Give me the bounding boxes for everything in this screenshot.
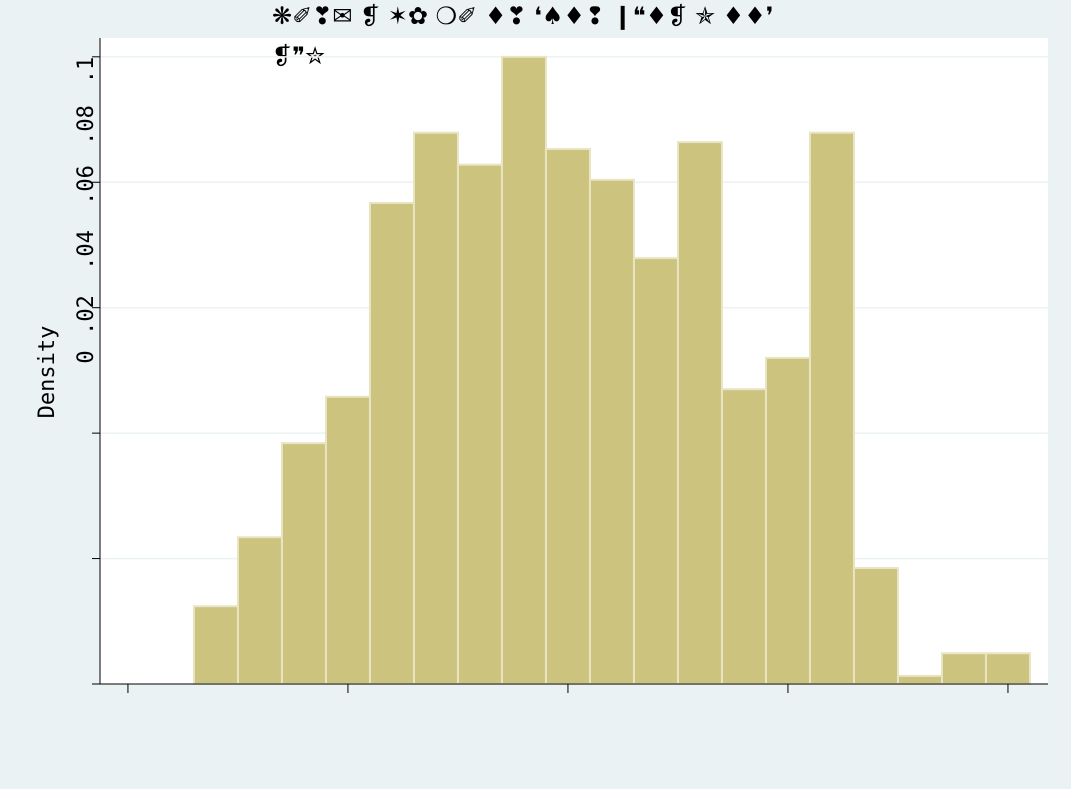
bar (764, 356, 811, 685)
y-tick-label: .06 (74, 165, 99, 205)
y-tick-label: .02 (74, 295, 99, 335)
bar (412, 131, 459, 686)
bar (324, 395, 371, 685)
bar (984, 652, 1031, 685)
bar (368, 201, 415, 685)
bar (852, 566, 899, 686)
bar (280, 442, 327, 685)
bar (456, 163, 503, 685)
bar (720, 388, 767, 685)
bar (192, 605, 239, 685)
bar (632, 257, 679, 685)
bar (896, 674, 943, 686)
chart-title: ❡❞✮ (272, 42, 325, 70)
bar (544, 148, 591, 685)
y-tick-label: .04 (74, 230, 99, 270)
bar (500, 55, 547, 685)
bar (588, 178, 635, 685)
bar (808, 131, 855, 686)
y-axis-title: Density (35, 326, 60, 419)
bar (236, 536, 283, 685)
chart-title: ❋✐❣✉ ❡ ✶✿ ❍✐ ♦❣ ❛♠♦❢ ❙❝♦❡ ✯ ♦♦❜ (272, 2, 773, 30)
y-tick-label: .1 (74, 57, 99, 84)
bar (940, 652, 987, 685)
y-tick-label: 0 (74, 350, 99, 363)
y-tick-label: .08 (74, 105, 99, 145)
bar (676, 141, 723, 686)
